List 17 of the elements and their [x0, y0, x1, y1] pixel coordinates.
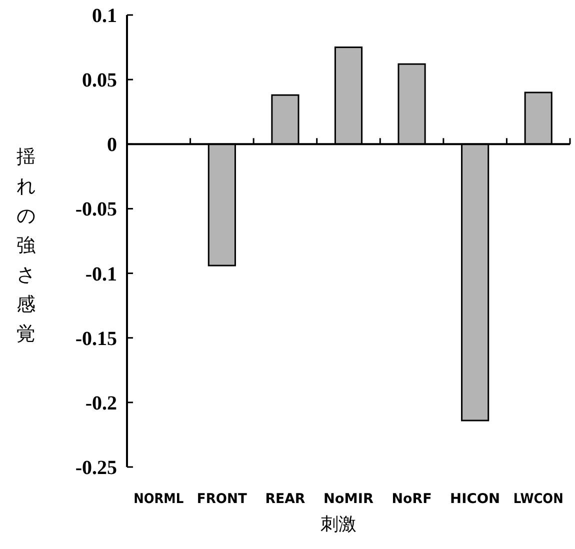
- x-tick-label: REAR: [265, 491, 306, 507]
- y-tick-label: 0: [107, 134, 117, 156]
- y-tick-label: -0.2: [85, 392, 117, 414]
- x-tick-label: HICON: [450, 491, 500, 507]
- x-tick-label: NoMIR: [324, 491, 374, 507]
- y-tick-label: -0.1: [85, 263, 117, 286]
- x-axis-title: 刺激: [320, 514, 356, 535]
- ylabel: 揺れの強さ感覚: [16, 146, 36, 345]
- y-tick-label: -0.25: [75, 457, 117, 479]
- x-tick-label: NoRF: [392, 491, 432, 507]
- y-tick-label: -0.05: [75, 198, 117, 221]
- x-tick-label: NORML: [134, 491, 189, 507]
- y-tick-label: 0.05: [82, 70, 117, 92]
- x-tick-label: LWCON: [513, 491, 568, 507]
- y-tick-label: -0.15: [75, 328, 117, 350]
- y-tick-label: 0.1: [92, 5, 117, 27]
- x-tick-label: FRONT: [196, 491, 249, 507]
